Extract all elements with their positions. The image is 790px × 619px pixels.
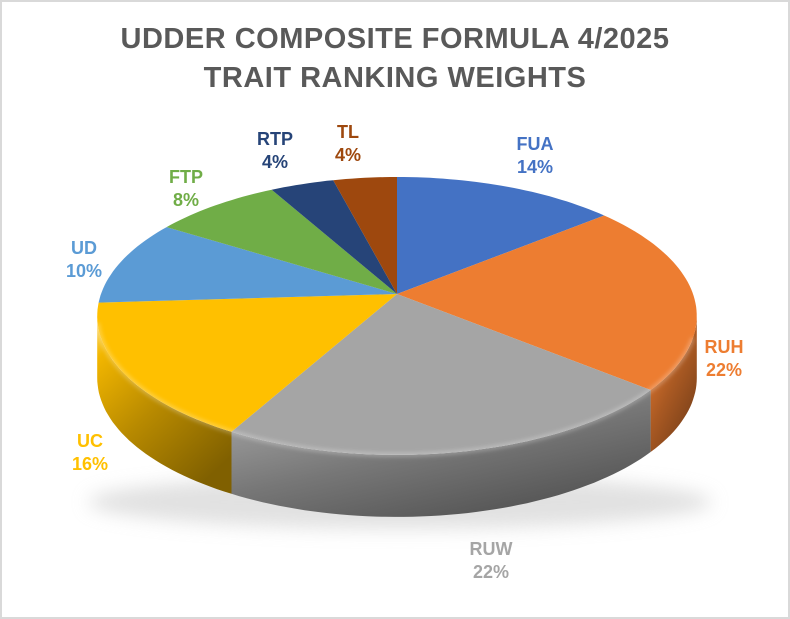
slice-label-name: FTP: [169, 167, 203, 187]
slice-label-percent: 22%: [705, 360, 743, 380]
slice-label-name: RUW: [469, 539, 513, 559]
pie-slice-RUH: [397, 215, 697, 390]
chart-title: UDDER COMPOSITE FORMULA 4/2025 TRAIT RAN…: [2, 20, 788, 98]
slice-label-RTP: RTP 4%: [257, 128, 293, 174]
pie-rim-highlight: [95, 322, 695, 457]
slice-label-percent: 4%: [334, 145, 362, 165]
pie-slice-RUW: [231, 294, 651, 455]
pie-slice-TL: [333, 177, 397, 294]
slice-label-UC: UC 16%: [72, 430, 108, 476]
slice-label-percent: 4%: [261, 152, 288, 172]
pie-slice-UC: [97, 294, 397, 432]
pie-slice-UD: [98, 227, 397, 303]
slice-label-percent: 14%: [516, 157, 554, 177]
slice-label-FTP: FTP 8%: [169, 166, 203, 212]
slice-label-name: FUA: [516, 134, 554, 154]
pie-slice-RTP: [271, 180, 397, 294]
slice-label-FUA: FUA 14%: [517, 133, 554, 179]
slice-label-TL: TL 4%: [335, 121, 361, 167]
chart-title-line2: TRAIT RANKING WEIGHTS: [203, 62, 587, 94]
pie-slice-FUA: [397, 177, 605, 294]
slice-label-name: RUH: [704, 337, 744, 357]
slice-label-percent: 16%: [71, 454, 109, 474]
pie-slice-wall-RUH: [650, 316, 697, 452]
slice-label-RUW: RUW 22%: [470, 538, 513, 584]
slice-label-name: RTP: [257, 129, 293, 149]
chart-title-line1: UDDER COMPOSITE FORMULA 4/2025: [120, 23, 670, 55]
slice-label-UD: UD 10%: [66, 237, 102, 283]
slice-label-percent: 8%: [172, 190, 199, 210]
slice-label-name: TL: [336, 122, 359, 142]
slice-label-percent: 22%: [472, 562, 510, 582]
slice-label-percent: 10%: [65, 261, 103, 281]
pie-slice-FTP: [166, 189, 397, 294]
slice-label-name: UD: [71, 238, 97, 258]
slice-label-name: UC: [77, 431, 103, 451]
slice-label-RUH: RUH 22%: [705, 336, 744, 382]
